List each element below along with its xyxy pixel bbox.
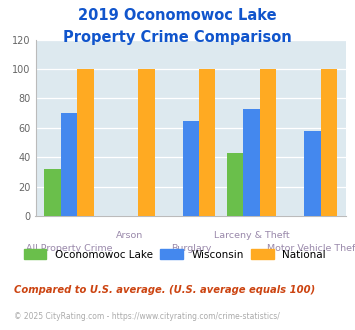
Legend: Oconomowoc Lake, Wisconsin, National: Oconomowoc Lake, Wisconsin, National <box>20 245 330 264</box>
Bar <box>199 69 215 216</box>
Text: Property Crime Comparison: Property Crime Comparison <box>63 30 292 45</box>
Bar <box>244 109 260 216</box>
Text: 2019 Oconomowoc Lake: 2019 Oconomowoc Lake <box>78 8 277 23</box>
Bar <box>61 113 77 216</box>
Text: Motor Vehicle Theft: Motor Vehicle Theft <box>267 244 355 253</box>
Text: Larceny & Theft: Larceny & Theft <box>214 231 290 240</box>
Bar <box>227 153 244 216</box>
Text: Burglary: Burglary <box>171 244 211 253</box>
Bar <box>321 69 337 216</box>
Bar <box>182 120 199 216</box>
Text: © 2025 CityRating.com - https://www.cityrating.com/crime-statistics/: © 2025 CityRating.com - https://www.city… <box>14 312 280 321</box>
Bar <box>304 131 321 216</box>
Bar <box>138 69 154 216</box>
Bar <box>260 69 277 216</box>
Text: All Property Crime: All Property Crime <box>26 244 112 253</box>
Text: Arson: Arson <box>116 231 143 240</box>
Bar <box>77 69 94 216</box>
Bar <box>44 169 61 216</box>
Text: Compared to U.S. average. (U.S. average equals 100): Compared to U.S. average. (U.S. average … <box>14 285 316 295</box>
